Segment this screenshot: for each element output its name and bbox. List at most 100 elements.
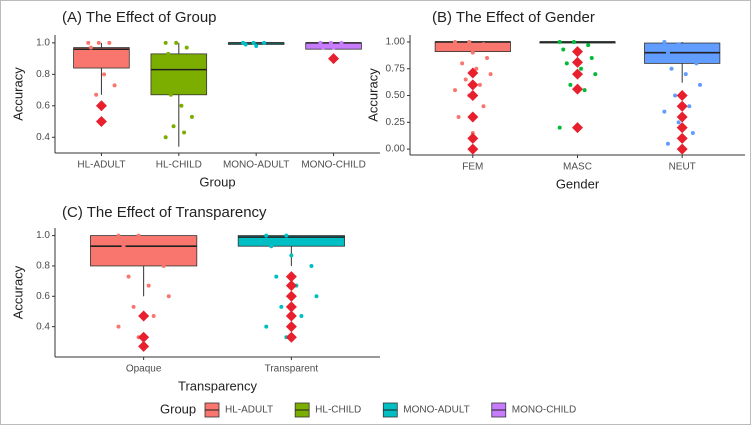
data-point bbox=[328, 40, 333, 45]
outlier bbox=[572, 68, 583, 80]
y-tick-label: 0.50 bbox=[386, 90, 406, 101]
outlier bbox=[285, 271, 297, 283]
x-tick-label: Transparent bbox=[265, 364, 319, 375]
data-point bbox=[284, 233, 289, 238]
data-point bbox=[314, 294, 319, 299]
data-point bbox=[146, 283, 151, 288]
outlier bbox=[572, 56, 583, 68]
x-tick-label: MASC bbox=[563, 162, 592, 173]
box bbox=[150, 53, 208, 96]
data-point bbox=[187, 72, 192, 77]
data-point bbox=[456, 45, 461, 50]
data-point bbox=[262, 40, 267, 45]
x-tick-label: HL-ADULT bbox=[77, 160, 125, 171]
y-tick-label: 0.25 bbox=[386, 117, 406, 128]
data-point bbox=[680, 56, 685, 61]
data-point bbox=[151, 314, 156, 319]
box bbox=[434, 41, 511, 53]
data-point bbox=[176, 56, 181, 61]
data-point bbox=[299, 314, 304, 319]
data-point bbox=[481, 104, 486, 109]
data-point bbox=[582, 88, 587, 93]
x-tick-label: Opaque bbox=[126, 364, 162, 375]
data-point bbox=[571, 39, 576, 44]
data-point bbox=[279, 304, 284, 309]
y-tick-label: 1.00 bbox=[386, 37, 406, 48]
data-point bbox=[453, 39, 458, 44]
box bbox=[73, 47, 130, 69]
outlier bbox=[467, 111, 479, 123]
data-point bbox=[318, 40, 323, 45]
data-point bbox=[676, 42, 681, 47]
data-point bbox=[470, 50, 475, 55]
data-point bbox=[171, 124, 176, 129]
data-point bbox=[163, 40, 168, 45]
data-point bbox=[166, 51, 171, 56]
x-tick-label: MONO-ADULT bbox=[223, 160, 289, 171]
data-point bbox=[96, 40, 101, 45]
data-point bbox=[243, 42, 248, 47]
data-point bbox=[662, 109, 667, 114]
data-point bbox=[166, 294, 171, 299]
data-point bbox=[690, 45, 695, 50]
data-point bbox=[467, 39, 472, 44]
y-tick-label: 0.6 bbox=[36, 291, 50, 302]
data-point bbox=[697, 82, 702, 87]
y-axis-label: Accuracy bbox=[365, 68, 380, 122]
data-point bbox=[687, 104, 692, 109]
data-point bbox=[109, 56, 114, 61]
outlier bbox=[285, 321, 297, 333]
data-point bbox=[94, 92, 99, 97]
data-point bbox=[564, 61, 569, 66]
data-point bbox=[136, 233, 141, 238]
data-point bbox=[673, 93, 678, 98]
data-point bbox=[579, 66, 584, 71]
data-point bbox=[274, 274, 279, 279]
y-axis-label: Accuracy bbox=[10, 67, 25, 121]
data-point bbox=[91, 61, 96, 66]
data-point bbox=[112, 83, 117, 88]
data-point bbox=[99, 51, 104, 56]
panel-title: (C) The Effect of Transparency bbox=[62, 204, 267, 221]
data-point bbox=[690, 131, 695, 136]
data-point bbox=[662, 39, 667, 44]
y-tick-label: 0.8 bbox=[36, 261, 50, 272]
data-point bbox=[557, 125, 562, 130]
box bbox=[90, 235, 198, 267]
data-point bbox=[481, 42, 486, 47]
outlier bbox=[676, 132, 688, 144]
data-point bbox=[168, 92, 173, 97]
data-point bbox=[116, 233, 121, 238]
data-point bbox=[141, 253, 146, 258]
y-axis-label: Accuracy bbox=[10, 265, 25, 319]
data-point bbox=[179, 103, 184, 108]
outlier bbox=[285, 310, 297, 322]
data-point bbox=[694, 61, 699, 66]
data-point bbox=[163, 135, 168, 140]
legend-label: HL-CHILD bbox=[315, 405, 361, 416]
panel-title: (A) The Effect of Group bbox=[62, 9, 217, 26]
outlier bbox=[676, 90, 688, 102]
outlier bbox=[285, 290, 297, 302]
data-point bbox=[156, 238, 161, 243]
data-point bbox=[321, 45, 326, 50]
y-tick-label: 0.75 bbox=[386, 63, 406, 74]
data-point bbox=[264, 233, 269, 238]
data-point bbox=[456, 114, 461, 119]
data-point bbox=[665, 50, 670, 55]
outlier bbox=[95, 100, 107, 112]
x-axis-label: Gender bbox=[556, 176, 600, 191]
data-point bbox=[463, 77, 468, 82]
data-point bbox=[264, 324, 269, 329]
legend-label: HL-ADULT bbox=[225, 405, 273, 416]
outlier bbox=[676, 111, 688, 123]
data-point bbox=[86, 40, 91, 45]
data-point bbox=[184, 45, 189, 50]
data-point bbox=[339, 40, 344, 45]
outlier bbox=[676, 100, 688, 112]
outlier bbox=[572, 122, 583, 134]
data-point bbox=[331, 45, 336, 50]
data-point bbox=[126, 274, 131, 279]
